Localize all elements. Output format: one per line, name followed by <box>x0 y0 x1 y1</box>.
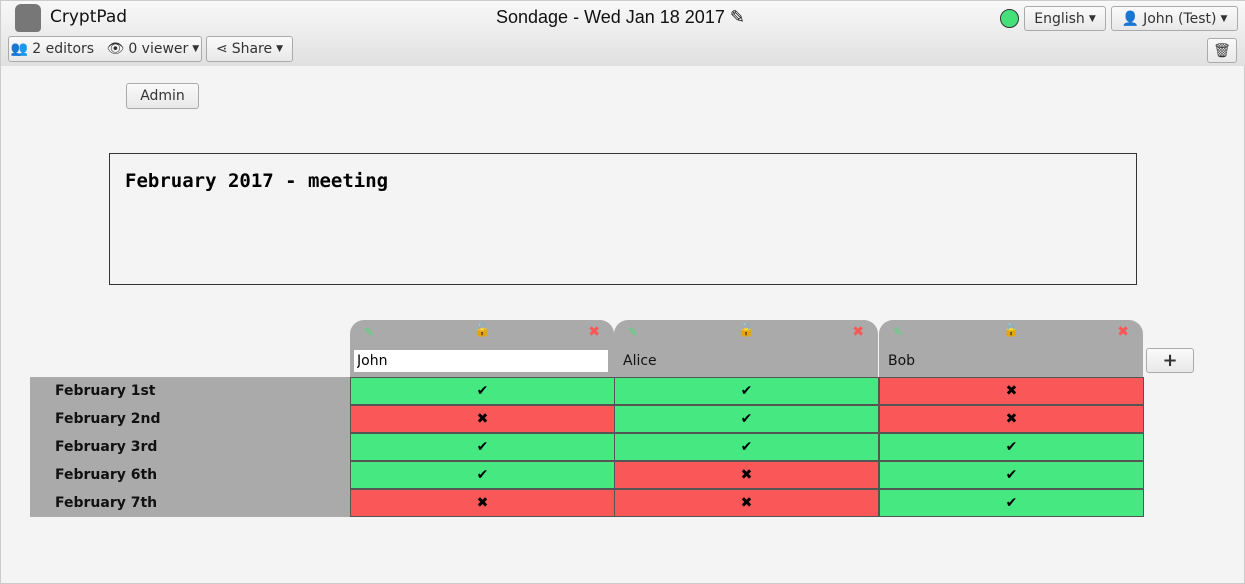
column-header: ✎ 🔓 ✖ <box>350 320 614 377</box>
admin-button[interactable]: Admin <box>126 83 199 109</box>
trash-button[interactable]: 🗑 <box>1207 38 1237 63</box>
column-header: ✎ 🔒 ✖ Bob <box>879 320 1143 377</box>
edit-icon[interactable]: ✎ <box>364 325 375 339</box>
cryptpad-logo <box>15 4 41 32</box>
edit-icon[interactable]: ✎ <box>628 325 639 339</box>
vote-cell[interactable]: ✖ <box>614 489 879 517</box>
language-select[interactable]: English ▼ <box>1024 6 1106 31</box>
connection-status-indicator <box>1000 9 1019 28</box>
remove-column-icon[interactable]: ✖ <box>1117 324 1129 340</box>
vote-cell[interactable]: ✔ <box>350 461 615 489</box>
vote-cell[interactable]: ✖ <box>350 489 615 517</box>
row-label: February 3rd <box>30 433 350 461</box>
lock-icon[interactable]: 🔒 <box>738 323 755 338</box>
caret-down-icon: ▼ <box>1088 13 1096 24</box>
users-icon: 👥 <box>10 41 29 57</box>
row-label: February 7th <box>30 489 350 517</box>
row-label: February 1st <box>30 377 350 405</box>
pad-title[interactable]: Sondage - Wed Jan 18 2017 ✎ <box>496 7 745 28</box>
trash-icon: 🗑 <box>1213 42 1231 59</box>
user-icon: 👤 <box>1121 10 1140 27</box>
editors-count: 2 editors <box>32 41 95 57</box>
share-icon: ⋖ <box>215 41 228 57</box>
remove-column-icon[interactable]: ✖ <box>852 324 864 340</box>
share-label: Share <box>231 41 273 57</box>
unlock-icon[interactable]: 🔓 <box>474 323 491 338</box>
pencil-icon[interactable]: ✎ <box>729 7 745 27</box>
vote-cell[interactable]: ✔ <box>614 377 879 405</box>
user-menu-button[interactable]: 👤 John (Test) ▼ <box>1111 6 1238 31</box>
participant-name-input[interactable] <box>354 350 608 372</box>
participant-name: Bob <box>888 353 916 369</box>
caret-down-icon: ▼ <box>192 44 200 54</box>
column-header: ✎ 🔒 ✖ Alice <box>614 320 878 377</box>
language-label: English <box>1034 10 1085 27</box>
vote-cell[interactable]: ✔ <box>350 433 615 461</box>
vote-cell[interactable]: ✔ <box>879 489 1144 517</box>
caret-down-icon: ▼ <box>276 44 284 54</box>
participant-name: Alice <box>623 353 657 369</box>
vote-cell[interactable]: ✔ <box>350 377 615 405</box>
vote-cell[interactable]: ✖ <box>879 405 1144 433</box>
remove-column-icon[interactable]: ✖ <box>588 324 600 340</box>
vote-cell[interactable]: ✔ <box>879 461 1144 489</box>
edit-icon[interactable]: ✎ <box>893 325 904 339</box>
row-label: February 6th <box>30 461 350 489</box>
vote-cell[interactable]: ✔ <box>614 433 879 461</box>
pad-title-text: Sondage - Wed Jan 18 2017 <box>496 7 725 27</box>
vote-cell[interactable]: ✔ <box>879 433 1144 461</box>
eye-icon: 👁 <box>106 41 125 57</box>
add-column-button[interactable]: + <box>1146 348 1194 373</box>
share-button[interactable]: ⋖ Share ▼ <box>206 36 293 62</box>
vote-cell[interactable]: ✔ <box>614 405 879 433</box>
vote-cell[interactable]: ✖ <box>879 377 1144 405</box>
toolbar: CryptPad Sondage - Wed Jan 18 2017 ✎ 👥 2 … <box>1 1 1245 66</box>
poll-title-editor[interactable]: February 2017 - meeting <box>109 153 1137 285</box>
app-name: CryptPad <box>50 7 128 27</box>
row-label: February 2nd <box>30 405 350 433</box>
viewers-count: 0 viewer <box>128 41 189 57</box>
vote-cell[interactable]: ✖ <box>614 461 879 489</box>
vote-cell[interactable]: ✖ <box>350 405 615 433</box>
lock-icon[interactable]: 🔒 <box>1003 323 1020 338</box>
caret-down-icon: ▼ <box>1220 13 1228 24</box>
users-button[interactable]: 👥 2 editors 👁 0 viewer ▼ <box>8 36 202 62</box>
user-name: John (Test) <box>1143 10 1217 27</box>
